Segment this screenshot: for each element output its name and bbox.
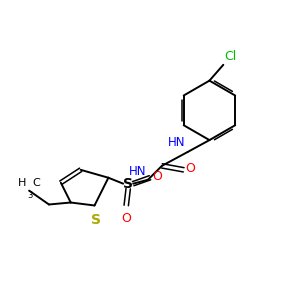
Text: Cl: Cl <box>224 50 237 63</box>
Text: O: O <box>186 162 196 175</box>
Text: S: S <box>123 177 133 191</box>
Text: S: S <box>92 213 101 227</box>
Text: O: O <box>121 212 131 225</box>
Text: H: H <box>18 178 26 188</box>
Text: C: C <box>32 178 40 188</box>
Text: HN: HN <box>168 136 186 149</box>
Text: 3: 3 <box>27 190 32 200</box>
Text: O: O <box>152 170 162 183</box>
Text: HN: HN <box>128 165 146 178</box>
